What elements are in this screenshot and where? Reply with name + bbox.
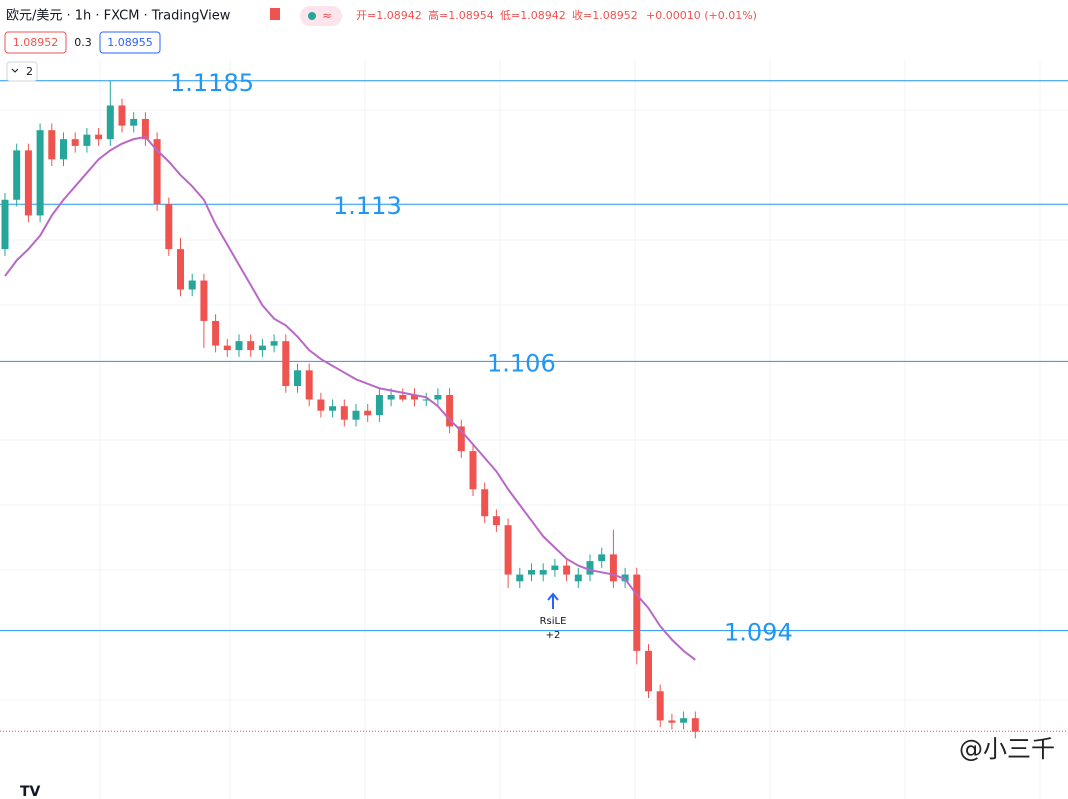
candle-body xyxy=(165,204,173,250)
candle-body xyxy=(399,395,407,400)
candle-body xyxy=(621,574,629,582)
plot: 1.1185 1.113 1.106 1.094 xyxy=(0,69,1068,739)
level-label: 1.113 xyxy=(333,192,402,220)
candle-body xyxy=(106,105,114,140)
candle-body xyxy=(212,320,220,346)
candle-body xyxy=(574,574,582,582)
candle-body xyxy=(282,341,290,387)
candle-body xyxy=(516,574,524,582)
candle-body xyxy=(539,570,547,575)
candle-body xyxy=(504,525,512,575)
status-icon: ≈ xyxy=(322,9,332,23)
level-label: 1.1185 xyxy=(170,69,254,97)
candle-body xyxy=(153,139,161,205)
status-pill[interactable] xyxy=(300,6,342,26)
candle-body xyxy=(130,118,138,126)
candle-body xyxy=(352,410,360,420)
candle-body xyxy=(36,130,44,216)
candle-body xyxy=(691,718,699,732)
candle-body xyxy=(586,561,594,575)
candle-body xyxy=(1,199,9,250)
candle-body xyxy=(434,395,442,400)
candle-body xyxy=(177,249,184,290)
level-label: 1.094 xyxy=(724,619,793,647)
ohlc-low: 低=1.08942 xyxy=(500,9,566,22)
candle-body xyxy=(258,345,266,351)
signal-arrow xyxy=(547,592,559,609)
candle-body xyxy=(422,399,430,401)
candle-body xyxy=(329,406,337,411)
candle-body xyxy=(469,451,477,490)
candle-body xyxy=(71,139,79,146)
candle-body xyxy=(528,570,535,575)
ask-price: 1.08955 xyxy=(107,36,153,49)
candle-body xyxy=(60,139,67,160)
candle-body xyxy=(457,426,465,452)
bid-price: 1.08952 xyxy=(13,36,59,49)
candle-body xyxy=(200,280,208,321)
candle-body xyxy=(95,134,103,140)
candle-body xyxy=(305,370,313,400)
candle-body xyxy=(656,691,664,721)
candle-body xyxy=(411,395,418,400)
ask-box[interactable] xyxy=(99,31,161,54)
candle-body xyxy=(223,345,231,351)
candle-body xyxy=(633,574,641,651)
candle-body xyxy=(317,399,325,411)
candle-body xyxy=(375,395,383,416)
candle-body xyxy=(481,489,489,517)
ohlc-change: +0.00010 (+0.01%) xyxy=(646,9,757,22)
level-label: 1.106 xyxy=(487,349,556,377)
indicator-count: 2 xyxy=(26,65,33,78)
candle-body xyxy=(13,150,21,200)
indicator-toggle[interactable] xyxy=(6,61,38,82)
status-dot xyxy=(308,12,316,20)
candle-body xyxy=(24,150,32,216)
candle-body xyxy=(551,565,559,571)
candle-body xyxy=(680,718,688,723)
candle-body xyxy=(294,370,301,387)
ohlc-close: 收=1.08952 xyxy=(572,8,638,22)
candle-body xyxy=(492,516,500,526)
symbol-title: 欧元/美元 · 1h · FXCM · TradingView xyxy=(6,9,231,24)
candle-body xyxy=(446,395,454,427)
signal-qty: +2 xyxy=(546,630,561,641)
candle-body xyxy=(364,410,372,416)
candle-body xyxy=(387,395,395,400)
chevron-icon xyxy=(11,68,19,73)
candle-body xyxy=(668,720,676,723)
candle-body xyxy=(270,341,278,346)
flag-icon xyxy=(270,8,280,20)
candle-body xyxy=(188,280,196,290)
candle-body xyxy=(645,650,652,692)
candle-body xyxy=(83,134,91,146)
candle-body xyxy=(118,105,126,126)
candle-body xyxy=(141,118,149,140)
candle-body xyxy=(598,554,606,562)
background-grid xyxy=(0,60,1068,799)
watermark: @小三千 xyxy=(959,735,1055,763)
bid-box[interactable] xyxy=(4,31,67,54)
candle-body xyxy=(247,341,255,351)
candle-body xyxy=(609,554,617,582)
ohlc-open: 开=1.08942 xyxy=(356,9,422,22)
spread: 0.3 xyxy=(74,36,92,49)
candle-body xyxy=(340,406,348,420)
candle-body xyxy=(48,130,56,160)
moving-average xyxy=(4,135,696,661)
candle-body xyxy=(235,341,243,351)
logo: TV xyxy=(20,784,41,799)
ohlc-high: 高=1.08954 xyxy=(428,8,494,22)
candle-body xyxy=(563,565,571,575)
signal-label: RsiLE xyxy=(540,616,567,627)
